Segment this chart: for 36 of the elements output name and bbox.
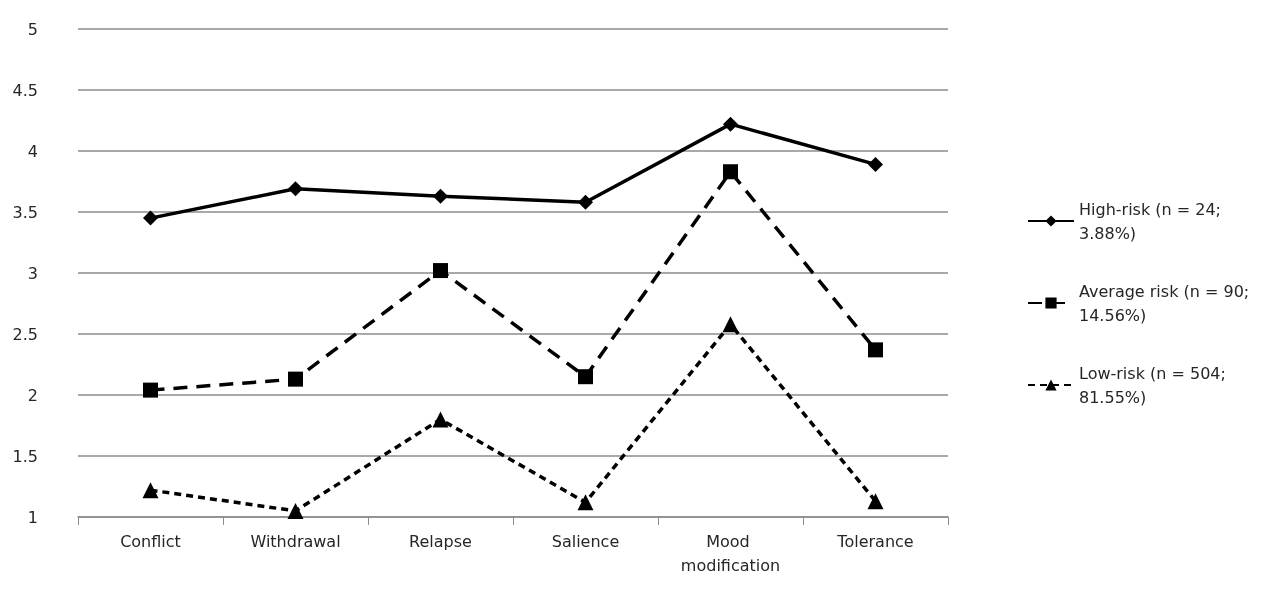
point bbox=[722, 316, 739, 333]
y-tick-label: 1 bbox=[27, 507, 38, 527]
y-tick-label: 2.5 bbox=[12, 324, 38, 344]
x-tick-label: Relapse bbox=[409, 531, 472, 551]
point bbox=[143, 382, 158, 398]
y-tick-label: 4.5 bbox=[12, 80, 38, 100]
y-tick-label: 1.5 bbox=[12, 446, 38, 466]
point bbox=[578, 194, 593, 210]
point bbox=[868, 156, 883, 172]
y-tick-label: 5 bbox=[27, 19, 38, 39]
x-tick-label: Withdrawal bbox=[250, 531, 341, 551]
point bbox=[723, 116, 738, 132]
point bbox=[868, 342, 883, 358]
point bbox=[432, 411, 449, 428]
y-tick-label: 4 bbox=[27, 141, 38, 161]
x-tick-label: Conflict bbox=[120, 531, 181, 551]
point bbox=[433, 263, 448, 279]
y-tick-label: 3.5 bbox=[12, 202, 38, 222]
point bbox=[723, 164, 738, 180]
point bbox=[433, 188, 448, 204]
x-tick-label: Tolerance bbox=[836, 531, 914, 551]
x-tick-label: Mood modification bbox=[680, 531, 781, 575]
legend-label: Low-risk (n = 504; 81.55%) bbox=[1079, 363, 1231, 407]
point bbox=[577, 494, 594, 511]
y-tick-label: 2 bbox=[27, 385, 38, 405]
point bbox=[142, 482, 159, 499]
point bbox=[867, 493, 884, 510]
y-tick-label: 3 bbox=[27, 263, 38, 283]
point bbox=[287, 502, 304, 519]
point bbox=[288, 371, 303, 387]
legend-label: Average risk (n = 90; 14.56%) bbox=[1079, 281, 1255, 325]
legend-label: High-risk (n = 24; 3.88%) bbox=[1079, 199, 1227, 243]
point bbox=[288, 181, 303, 197]
point bbox=[143, 210, 158, 226]
point bbox=[578, 369, 593, 385]
x-tick-label: Salience bbox=[551, 531, 620, 551]
